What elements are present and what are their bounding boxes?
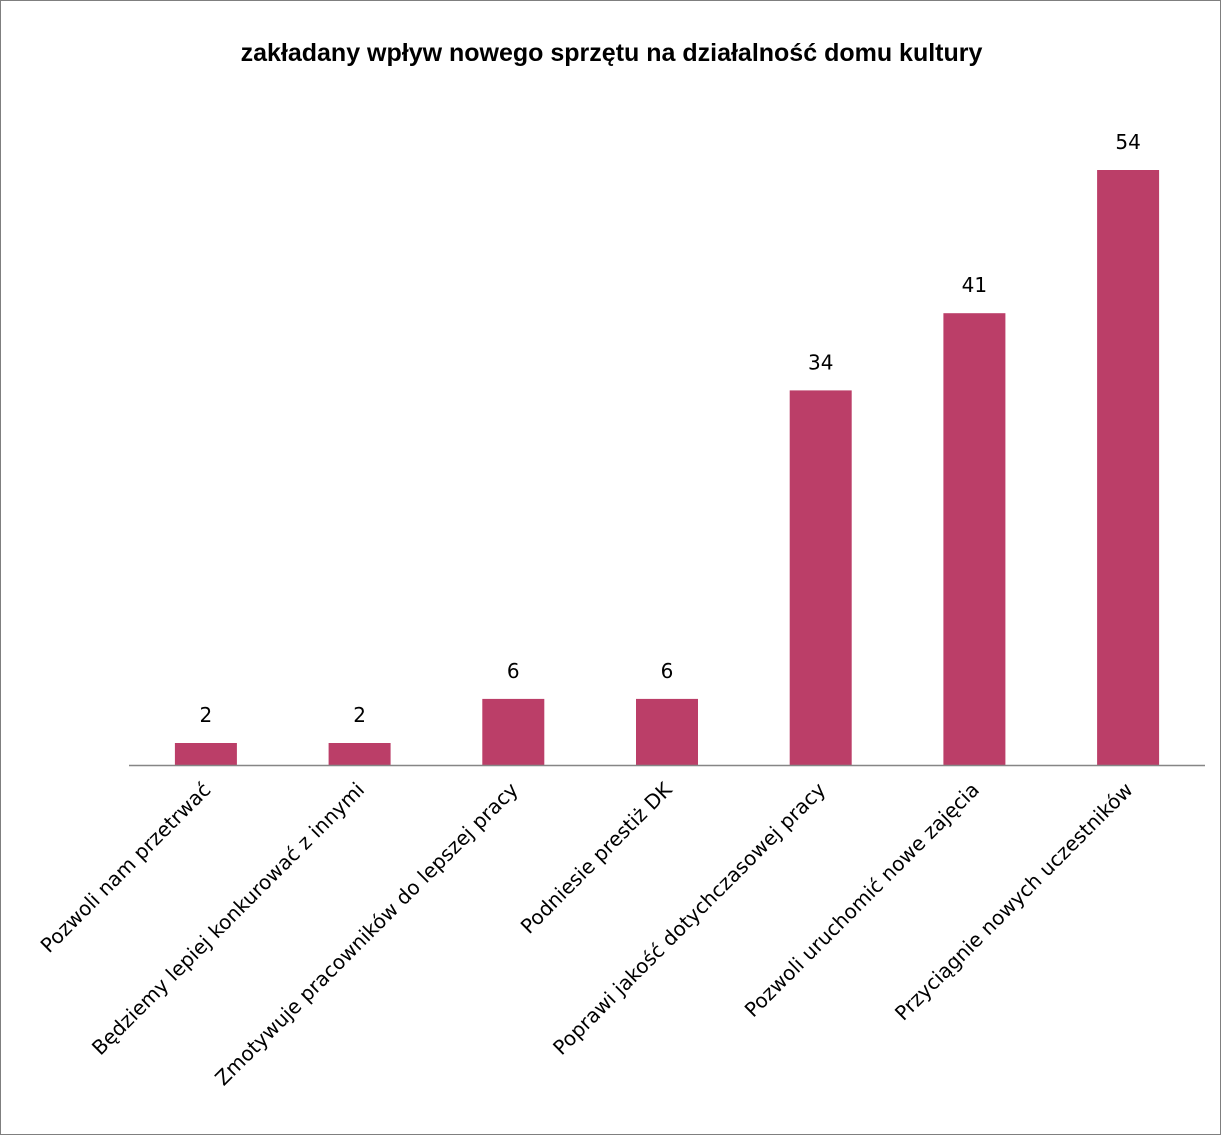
data-label: 6: [507, 659, 520, 683]
bar: [1097, 170, 1160, 765]
data-label: 2: [200, 703, 213, 727]
bar: [789, 390, 852, 765]
data-label: 6: [661, 659, 674, 683]
category-label: Przyciągnie nowych uczestników: [890, 778, 1138, 1026]
chart-title: zakładany wpływ nowego sprzętu na działa…: [240, 39, 983, 67]
category-label: Podniesie prestiż DK: [516, 777, 677, 938]
category-label: Będziemy lepiej konkurować z innymi: [87, 778, 369, 1060]
data-label: 34: [808, 350, 833, 374]
bar: [328, 743, 391, 765]
bar: [943, 313, 1006, 765]
data-label: 54: [1115, 130, 1140, 154]
bar: [636, 698, 698, 765]
category-label: Pozwoli nam przetrwać: [36, 778, 216, 958]
data-label: 2: [353, 703, 366, 727]
category-label: Zmotywuje pracowników do lepszej pracy: [210, 777, 523, 1090]
bar: [174, 743, 237, 765]
data-label: 41: [962, 273, 987, 297]
category-label: Poprawi jakość dotychczasowej pracy: [548, 777, 830, 1059]
bar: [482, 698, 545, 765]
